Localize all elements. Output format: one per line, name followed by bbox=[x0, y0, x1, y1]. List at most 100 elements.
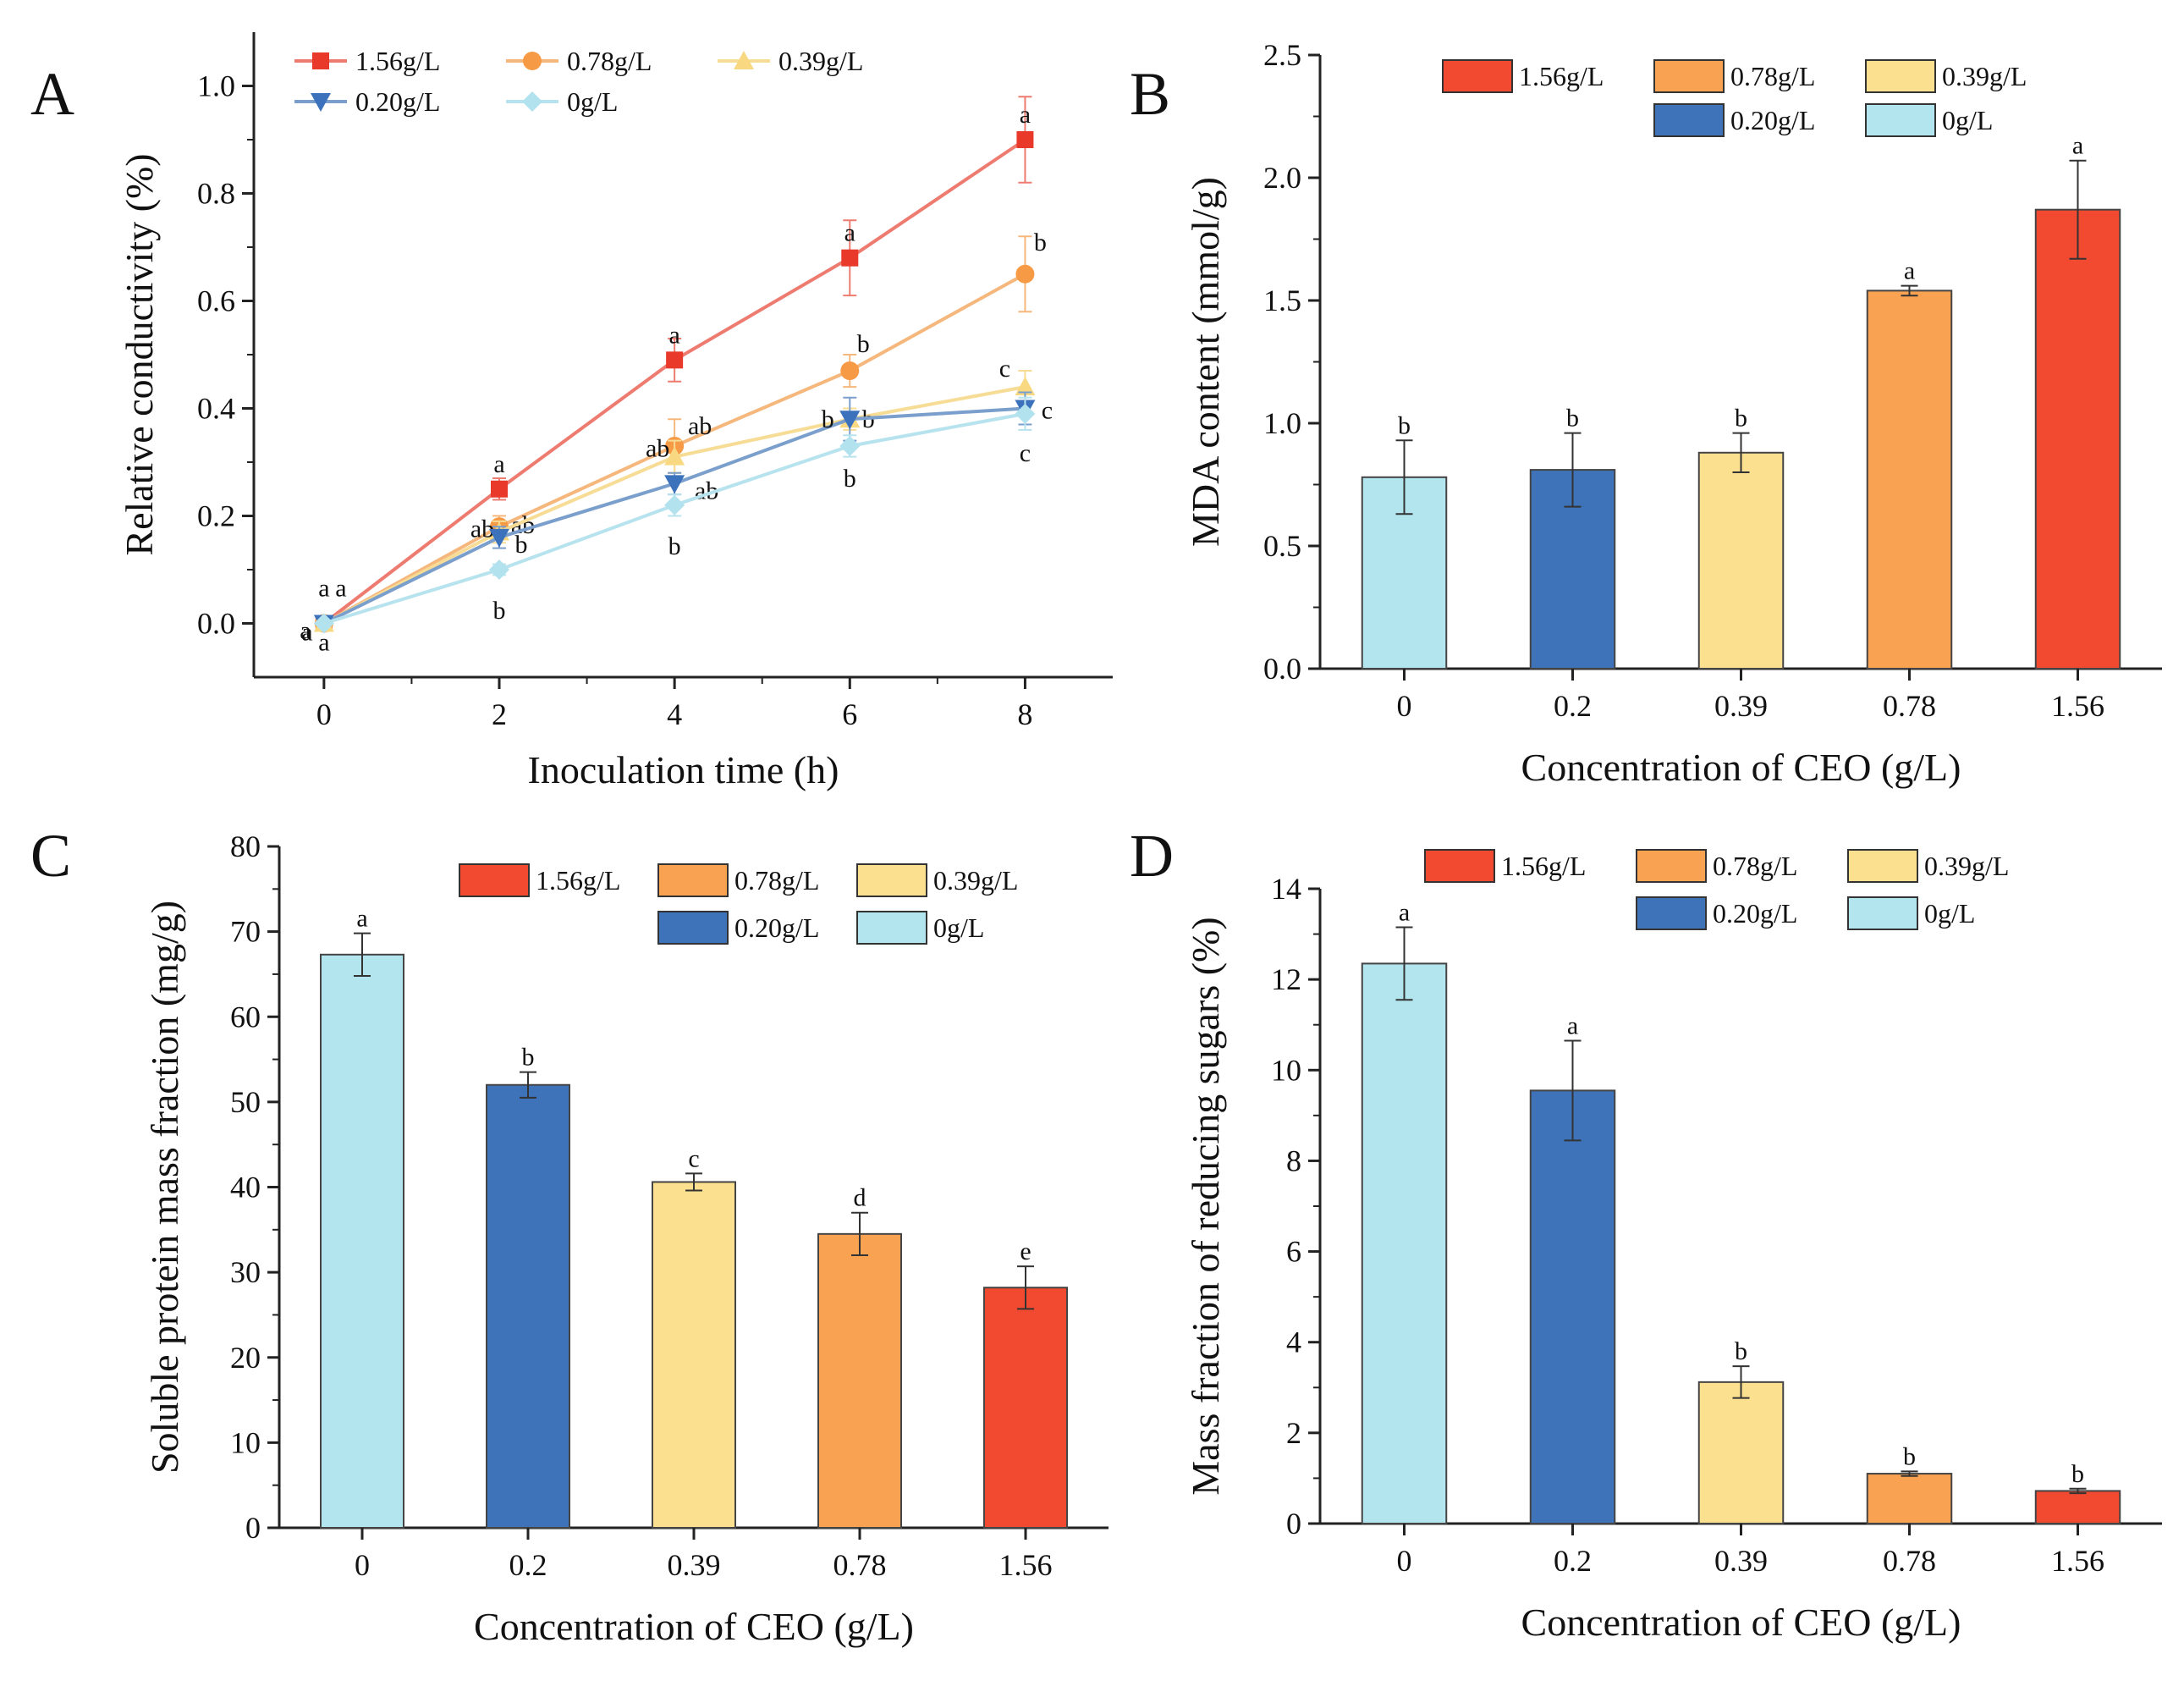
y-tick-label: 30 bbox=[230, 1255, 261, 1289]
y-tick-label: 6 bbox=[1286, 1235, 1301, 1269]
legend-swatch bbox=[1865, 103, 1936, 137]
y-tick-label: 0.2 bbox=[197, 499, 235, 533]
y-tick-label: 70 bbox=[230, 915, 261, 949]
y-axis-title: Mass fraction of reducing sugars (%) bbox=[1184, 917, 1227, 1495]
y-tick-label: 60 bbox=[230, 1000, 261, 1033]
legend-item: 1.56g/L bbox=[1442, 59, 1604, 93]
y-tick-label: 12 bbox=[1271, 962, 1301, 996]
y-axis-title: Relative conductivity (%) bbox=[118, 153, 161, 555]
x-tick-label: 0 bbox=[1397, 689, 1412, 723]
x-tick-label: 8 bbox=[1017, 697, 1032, 731]
bar bbox=[1529, 1089, 1616, 1524]
legend-label: 0g/L bbox=[933, 912, 984, 943]
data-point bbox=[312, 52, 329, 69]
y-tick-label: 1.0 bbox=[197, 69, 235, 103]
data-point bbox=[1016, 131, 1034, 148]
x-tick-label: 6 bbox=[842, 697, 857, 731]
legend-item: 0g/L bbox=[1865, 103, 1993, 137]
x-tick-label: 1.56 bbox=[999, 1548, 1053, 1582]
legend-swatch bbox=[856, 863, 927, 897]
significance-label: a bbox=[1399, 899, 1410, 927]
bar bbox=[1697, 451, 1785, 670]
legend-swatch bbox=[1653, 59, 1725, 93]
data-point bbox=[664, 475, 685, 494]
y-tick-label: 0.6 bbox=[197, 284, 235, 318]
data-point bbox=[489, 528, 509, 548]
x-tick-label: 0.2 bbox=[1554, 689, 1592, 723]
y-tick-label: 0.8 bbox=[197, 177, 235, 211]
bar bbox=[983, 1287, 1068, 1529]
panel-c-bar-chart: C 0 10 20 30 40 50 60 70 80 a 0 b 0.2 c 0.39 d 0.78 e 1.56 C… bbox=[30, 822, 1109, 1648]
data-point bbox=[313, 613, 334, 634]
x-tick-label: 0.39 bbox=[1714, 689, 1768, 723]
legend-swatch bbox=[1653, 103, 1725, 137]
legend-item: 0.20g/L bbox=[1653, 103, 1815, 137]
y-tick-label: 40 bbox=[230, 1171, 261, 1204]
bar bbox=[2034, 1490, 2121, 1525]
data-point bbox=[522, 91, 542, 112]
x-tick-label: 1.56 bbox=[2051, 689, 2104, 723]
significance-label: a bbox=[300, 617, 311, 645]
y-tick-label: 14 bbox=[1271, 872, 1301, 906]
legend-swatch bbox=[1636, 896, 1707, 930]
panel-a-line-chart: A0.00.20.40.60.81.00 2 4 6 8aaaaaaababbbaaba… bbox=[30, 32, 1113, 791]
significance-label: c bbox=[1020, 439, 1031, 467]
legend-item: 1.56g/L bbox=[459, 863, 620, 897]
y-tick-label: 0.5 bbox=[1263, 529, 1301, 563]
y-tick-label: 10 bbox=[1271, 1053, 1301, 1087]
legend-item: 0g/L bbox=[1847, 896, 1975, 930]
data-point bbox=[664, 446, 685, 466]
x-tick-label: 0 bbox=[1397, 1544, 1412, 1578]
bar bbox=[1361, 962, 1448, 1524]
legend-item: 0.39g/L bbox=[718, 46, 863, 76]
bar bbox=[320, 953, 404, 1529]
significance-label: a bbox=[1567, 1011, 1578, 1039]
x-axis-title: Inoculation time (h) bbox=[528, 748, 839, 791]
data-point bbox=[841, 249, 859, 267]
legend-item: 0.78g/L bbox=[657, 863, 819, 897]
x-tick-label: 0.39 bbox=[1714, 1544, 1768, 1578]
y-tick-label: 0.0 bbox=[197, 607, 235, 641]
x-tick-label: 0.78 bbox=[1883, 689, 1936, 723]
panel-letter: D bbox=[1130, 822, 1174, 890]
bar bbox=[652, 1181, 736, 1529]
data-point bbox=[1015, 264, 1035, 284]
legend-item: 0.39g/L bbox=[1865, 59, 2027, 93]
x-tick-label: 0.78 bbox=[1883, 1544, 1936, 1578]
significance-label: b bbox=[1735, 1337, 1747, 1365]
y-tick-label: 0 bbox=[245, 1511, 261, 1545]
x-tick-label: 0 bbox=[316, 697, 332, 731]
significance-label: a bbox=[335, 575, 346, 603]
legend-item: 0.78g/L bbox=[1636, 849, 1797, 883]
data-point bbox=[523, 52, 542, 70]
legend-label: 0.78g/L bbox=[734, 865, 819, 896]
y-tick-label: 10 bbox=[230, 1425, 261, 1459]
bar bbox=[1866, 1473, 1953, 1524]
data-point bbox=[666, 351, 684, 369]
y-tick-label: 2.5 bbox=[1263, 38, 1301, 72]
y-tick-label: 4 bbox=[1286, 1326, 1301, 1359]
significance-label: a bbox=[844, 219, 855, 247]
y-tick-label: 50 bbox=[230, 1085, 261, 1119]
significance-label: b bbox=[1566, 405, 1579, 433]
x-axis-title: Concentration of CEO (g/L) bbox=[1521, 746, 1961, 789]
y-tick-label: 0 bbox=[1286, 1507, 1301, 1540]
legend-swatch bbox=[657, 911, 729, 945]
significance-label: b bbox=[857, 330, 870, 358]
y-tick-label: 8 bbox=[1286, 1144, 1301, 1177]
legend-label: 0.39g/L bbox=[1942, 61, 2027, 91]
y-tick-label: 0.0 bbox=[1263, 652, 1301, 686]
bar bbox=[817, 1232, 902, 1529]
legend-item: 0.20g/L bbox=[294, 86, 440, 117]
x-axis-title: Concentration of CEO (g/L) bbox=[474, 1605, 914, 1648]
significance-label: b bbox=[1398, 411, 1411, 439]
significance-label: c bbox=[1042, 397, 1053, 425]
data-point bbox=[840, 361, 860, 381]
legend-item: 0.39g/L bbox=[1847, 849, 2009, 883]
y-tick-label: 2.0 bbox=[1263, 161, 1301, 195]
y-axis-title: Soluble protein mass fraction (mg/g) bbox=[143, 901, 186, 1474]
y-tick-label: 0.4 bbox=[197, 392, 235, 426]
significance-label: c bbox=[999, 355, 1010, 383]
significance-label: b bbox=[1903, 1442, 1916, 1470]
